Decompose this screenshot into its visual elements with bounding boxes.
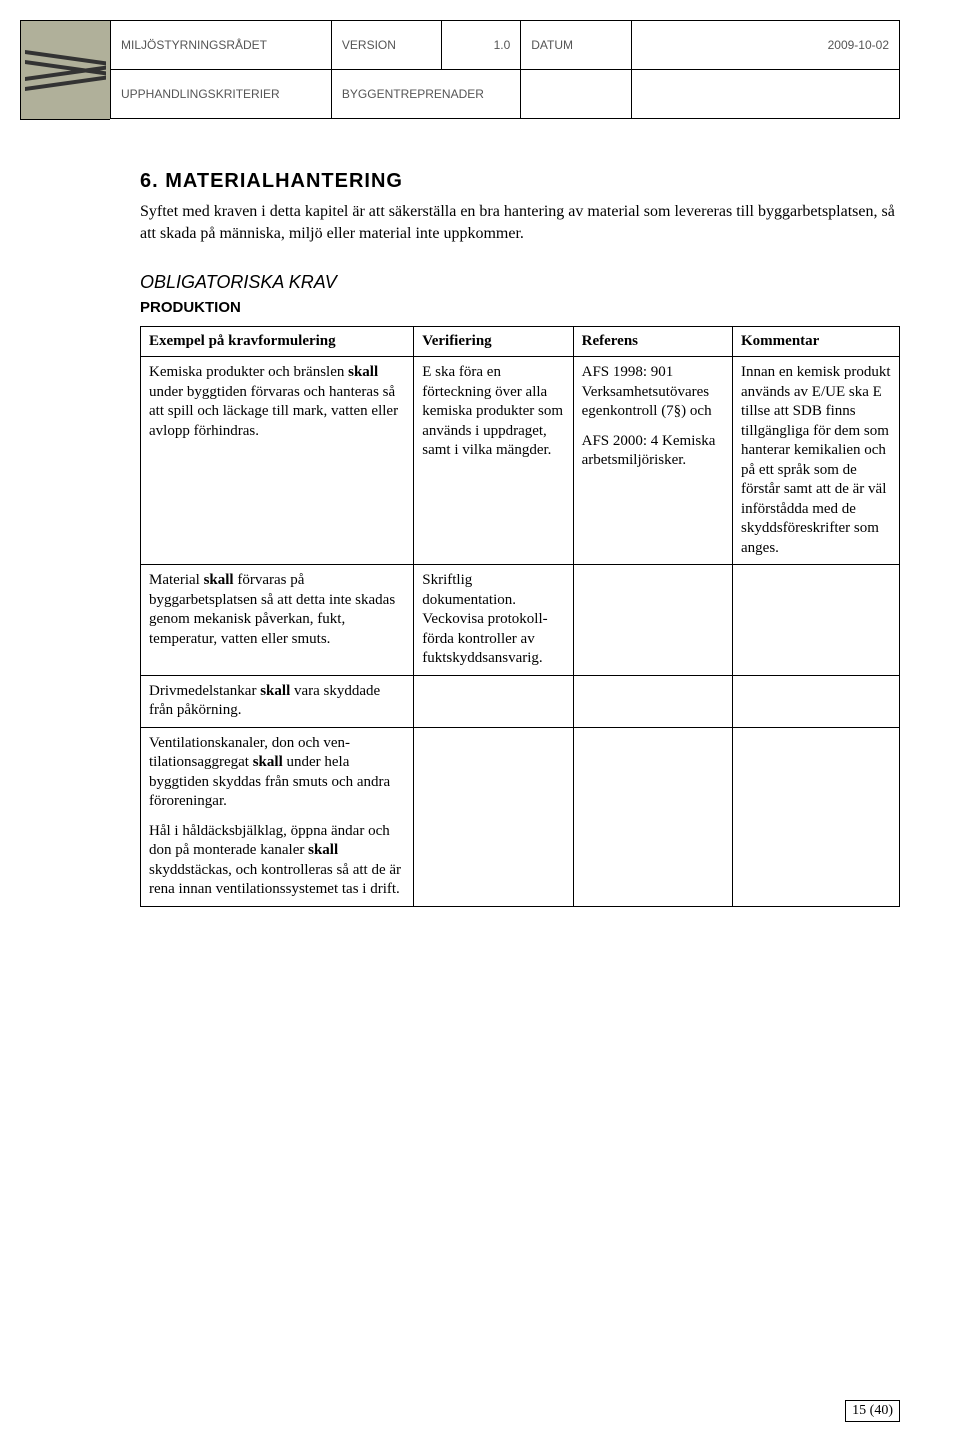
org-cell: MILJÖSTYRNINGSRÅDET xyxy=(111,21,332,70)
subheading-obligatoriska: OBLIGATORISKA KRAV xyxy=(140,272,900,293)
text: Skriftlig dokumentation. Veckovisa proto… xyxy=(422,571,564,669)
cell-c4 xyxy=(573,727,732,906)
header-table: MILJÖSTYRNINGSRÅDET VERSION 1.0 DATUM 20… xyxy=(110,20,900,119)
text: AFS 1998: 901 Verksamhetsutövares egenko… xyxy=(582,363,724,422)
cell-b1: E ska föra en förteckning över alla kemi… xyxy=(414,357,573,565)
table-row: Kemiska produkter och bränslen skall und… xyxy=(141,357,900,565)
bold-text: skall xyxy=(348,364,378,380)
cell-a2: Material skall förvaras på byggarbetspla… xyxy=(141,565,414,676)
header: MILJÖSTYRNINGSRÅDET VERSION 1.0 DATUM 20… xyxy=(20,20,900,120)
logo-icon xyxy=(20,20,110,120)
bold-text: skall xyxy=(253,754,283,770)
header-exempel: Exempel på kravformulering xyxy=(141,327,414,357)
header-verifiering: Verifiering xyxy=(414,327,573,357)
text: Kemiska produkter och bränslen xyxy=(149,364,348,380)
cell-d1: Innan en kemisk produkt används av E/UE … xyxy=(733,357,900,565)
page-number: 15 (40) xyxy=(845,1400,900,1422)
empty-cell-1 xyxy=(521,70,631,119)
text: under byggtiden förvaras och hanteras så… xyxy=(149,384,398,439)
bold-text: skall xyxy=(260,683,290,699)
criteria-cell: UPPHANDLINGSKRITERIER xyxy=(111,70,332,119)
table-header-row: Exempel på kravformulering Verifiering R… xyxy=(141,327,900,357)
cell-b3 xyxy=(414,675,573,727)
bold-text: skall xyxy=(308,842,338,858)
text: Drivmedelstankar xyxy=(149,683,260,699)
cell-a4: Ventilationskanaler, don och ven­tilatio… xyxy=(141,727,414,906)
cell-d2 xyxy=(733,565,900,676)
section-title: 6. MATERIALHANTERING xyxy=(140,170,900,193)
text: E ska föra en förteckning över alla kemi… xyxy=(422,363,564,461)
version-label-cell: VERSION xyxy=(331,21,441,70)
cell-c1: AFS 1998: 901 Verksamhetsutövares egenko… xyxy=(573,357,732,565)
header-referens: Referens xyxy=(573,327,732,357)
subheading-produktion: PRODUKTION xyxy=(140,299,900,316)
cell-a3: Drivmedelstankar skall vara skyddade frå… xyxy=(141,675,414,727)
date-value-cell: 2009-10-02 xyxy=(631,21,899,70)
text: Hål i håldäcksbjälklag, öppna ändar och … xyxy=(149,823,390,859)
table-row: Material skall förvaras på byggarbetspla… xyxy=(141,565,900,676)
cell-c3 xyxy=(573,675,732,727)
subject-cell: BYGGENTREPRENADER xyxy=(331,70,520,119)
table-row: Ventilationskanaler, don och ven­tilatio… xyxy=(141,727,900,906)
text: Innan en kemisk produkt används av E/UE … xyxy=(741,363,891,558)
page: MILJÖSTYRNINGSRÅDET VERSION 1.0 DATUM 20… xyxy=(0,0,960,1440)
date-label-cell: DATUM xyxy=(521,21,631,70)
content: 6. MATERIALHANTERING Syftet med kraven i… xyxy=(140,170,900,907)
cell-b4 xyxy=(414,727,573,906)
requirements-table: Exempel på kravformulering Verifiering R… xyxy=(140,326,900,907)
header-kommentar: Kommentar xyxy=(733,327,900,357)
cell-b2: Skriftlig dokumentation. Veckovisa proto… xyxy=(414,565,573,676)
cell-d4 xyxy=(733,727,900,906)
text: skyddstäckas, och kontrolleras så att de… xyxy=(149,862,401,898)
bold-text: skall xyxy=(204,572,234,588)
table-row: Drivmedelstankar skall vara skyddade frå… xyxy=(141,675,900,727)
version-value-cell: 1.0 xyxy=(442,21,521,70)
intro-paragraph: Syftet med kraven i detta kapitel är att… xyxy=(140,201,900,244)
text: AFS 2000: 4 Kemiska arbetsmiljörisker. xyxy=(582,432,724,471)
text: Material xyxy=(149,572,204,588)
cell-a1: Kemiska produkter och bränslen skall und… xyxy=(141,357,414,565)
cell-d3 xyxy=(733,675,900,727)
empty-cell-2 xyxy=(631,70,899,119)
cell-c2 xyxy=(573,565,732,676)
